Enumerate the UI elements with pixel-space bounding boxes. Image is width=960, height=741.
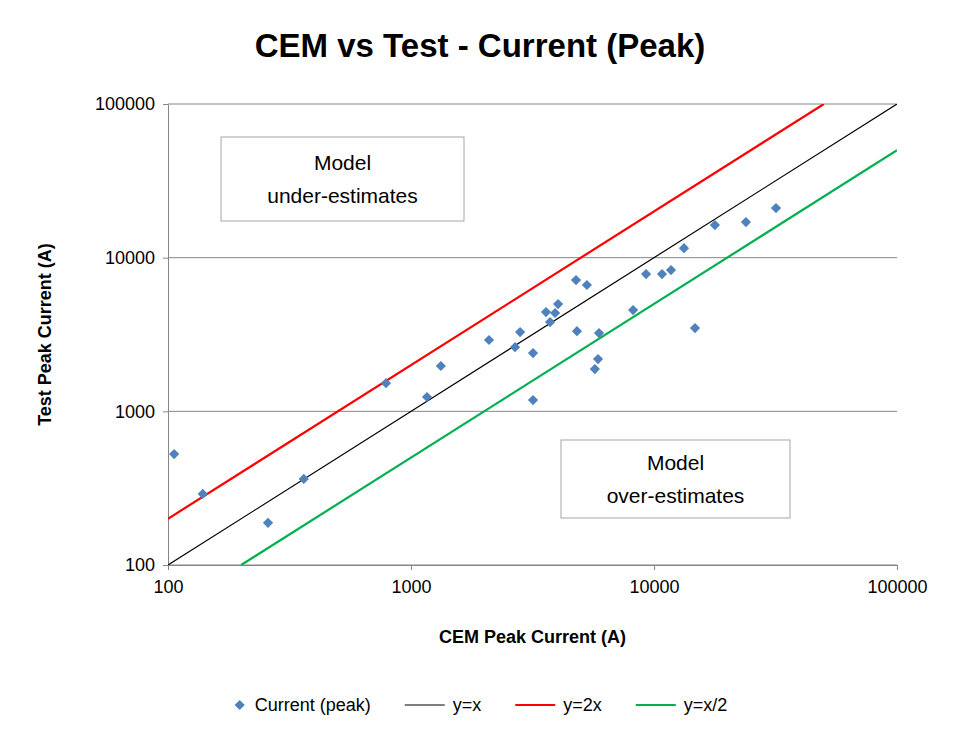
point xyxy=(572,326,582,336)
point xyxy=(198,489,208,499)
x-tick-label: 100000 xyxy=(867,577,927,597)
y-tick-label: 100000 xyxy=(95,94,155,114)
point xyxy=(263,518,273,528)
point xyxy=(528,395,538,405)
point xyxy=(510,342,520,352)
legend-item: y=2x xyxy=(515,695,602,715)
grid-line xyxy=(168,257,897,258)
y-tick: 10000 xyxy=(105,248,168,268)
x-axis-line xyxy=(169,565,898,566)
grid-line xyxy=(168,104,897,105)
x-tick: 100 xyxy=(153,565,183,597)
legend-item: y=x/2 xyxy=(636,695,728,715)
point xyxy=(422,392,432,402)
point xyxy=(771,203,781,213)
legend: Current (peak) y=x y=2x y=x/2 xyxy=(235,695,728,715)
point xyxy=(484,335,494,345)
y-tick-label: 10000 xyxy=(105,248,155,268)
x-tick-mark xyxy=(411,565,412,570)
x-axis-label: CEM Peak Current (A) xyxy=(439,627,626,647)
legend-item: Current (peak) xyxy=(235,695,371,715)
point xyxy=(381,378,391,388)
x-axis: 100 1000 10000 100000 xyxy=(153,565,927,597)
x-tick: 1000 xyxy=(391,565,431,597)
y-tick: 100 xyxy=(125,555,168,575)
legend-label: y=x/2 xyxy=(684,695,728,715)
y-tick: 100000 xyxy=(95,94,168,114)
point xyxy=(741,217,751,227)
annotation-text: over-estimates xyxy=(607,484,745,507)
point xyxy=(590,364,600,374)
legend-swatch xyxy=(636,704,676,706)
legend-item: y=x xyxy=(405,695,482,715)
point xyxy=(528,348,538,358)
x-tick-mark xyxy=(897,565,898,570)
title: CEM vs Test - Current (Peak) xyxy=(255,27,706,64)
legend-label: Current (peak) xyxy=(255,695,371,715)
grid xyxy=(168,104,897,565)
annotation: Model under-estimates xyxy=(221,137,464,221)
annotation: Model over-estimates xyxy=(561,440,790,518)
point xyxy=(710,220,720,230)
x-tick-mark xyxy=(654,565,655,570)
point xyxy=(582,280,592,290)
y-tick-label: 100 xyxy=(125,555,155,575)
point xyxy=(541,307,551,317)
grid-line xyxy=(168,565,897,566)
x-tick-mark xyxy=(168,565,169,570)
annotation-text: Model xyxy=(314,151,371,174)
x-tick-label: 100 xyxy=(153,577,183,597)
point xyxy=(571,275,581,285)
point xyxy=(628,305,638,315)
x-tick-label: 10000 xyxy=(629,577,679,597)
point xyxy=(641,269,651,279)
point xyxy=(299,474,309,484)
point xyxy=(666,265,676,275)
legend-label: y=x xyxy=(453,695,482,715)
line-series xyxy=(168,104,824,519)
point xyxy=(553,299,563,309)
legend-swatch xyxy=(405,704,445,705)
y-tick-label: 1000 xyxy=(115,402,155,422)
y-axis-label: Test Peak Current (A) xyxy=(35,243,55,426)
grid-line xyxy=(168,411,897,412)
line-series xyxy=(168,104,897,565)
point xyxy=(593,354,603,364)
point xyxy=(169,449,179,459)
legend-swatch xyxy=(515,704,555,706)
y-axis-line xyxy=(168,105,169,566)
y-tick: 1000 xyxy=(115,402,168,422)
point xyxy=(550,308,560,318)
point xyxy=(594,328,604,338)
point xyxy=(657,269,667,279)
x-tick: 10000 xyxy=(629,565,679,597)
point xyxy=(515,327,525,337)
chart: CEM vs Test - Current (Peak) 100 1000 10000… xyxy=(0,0,960,741)
legend-label: y=2x xyxy=(563,695,602,715)
annotation-text: under-estimates xyxy=(267,184,418,207)
point xyxy=(690,323,700,333)
y-tick-mark xyxy=(163,104,168,105)
y-axis: 100 1000 10000 100000 xyxy=(95,94,169,575)
x-tick: 100000 xyxy=(867,565,927,597)
point xyxy=(436,361,446,371)
y-tick-mark xyxy=(163,411,168,412)
x-tick-label: 1000 xyxy=(391,577,431,597)
legend-swatch xyxy=(235,700,245,710)
annotation-text: Model xyxy=(647,451,704,474)
point xyxy=(679,243,689,253)
y-tick-mark xyxy=(163,565,168,566)
plot-area xyxy=(168,104,897,565)
point xyxy=(545,317,555,327)
annotation-box xyxy=(221,137,464,221)
annotation-box xyxy=(561,440,790,518)
y-tick-mark xyxy=(163,258,168,259)
